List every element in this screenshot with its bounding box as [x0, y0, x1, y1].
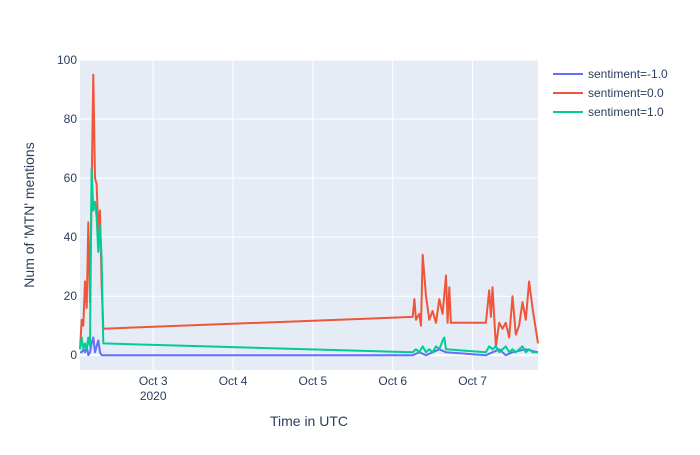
y-tick-label: 100 [57, 53, 77, 67]
plot-background [80, 60, 538, 370]
x-axis-title: Time in UTC [270, 413, 348, 429]
series-layer [79, 73, 539, 357]
x-tick-label: Oct 4 [219, 374, 248, 388]
y-tick-label: 80 [64, 112, 78, 126]
y-tick-label: 60 [64, 171, 78, 185]
x-tick-label: Oct 6 [378, 374, 407, 388]
x-tick-label: Oct 7 [458, 374, 487, 388]
y-tick-label: 40 [64, 230, 78, 244]
x-tick-sublabel: 2020 [140, 389, 167, 403]
legend-label: sentiment=1.0 [588, 105, 664, 119]
x-tick-label: Oct 5 [299, 374, 328, 388]
y-axis-title: Num of 'MTN' mentions [21, 142, 37, 287]
series-line-2[interactable] [79, 73, 539, 350]
series-line-3[interactable] [79, 168, 538, 354]
y-tick-label: 0 [70, 348, 77, 362]
legend[interactable]: sentiment=-1.0 sentiment=0.0 sentiment=1.0 [553, 67, 668, 119]
y-tick-label: 20 [64, 289, 78, 303]
legend-label: sentiment=-1.0 [588, 67, 668, 81]
x-tick-label: Oct 3 [139, 374, 168, 388]
y-tick-labels: 0 20 40 60 80 100 [57, 53, 77, 362]
legend-label: sentiment=0.0 [588, 86, 664, 100]
grid [80, 59, 538, 370]
